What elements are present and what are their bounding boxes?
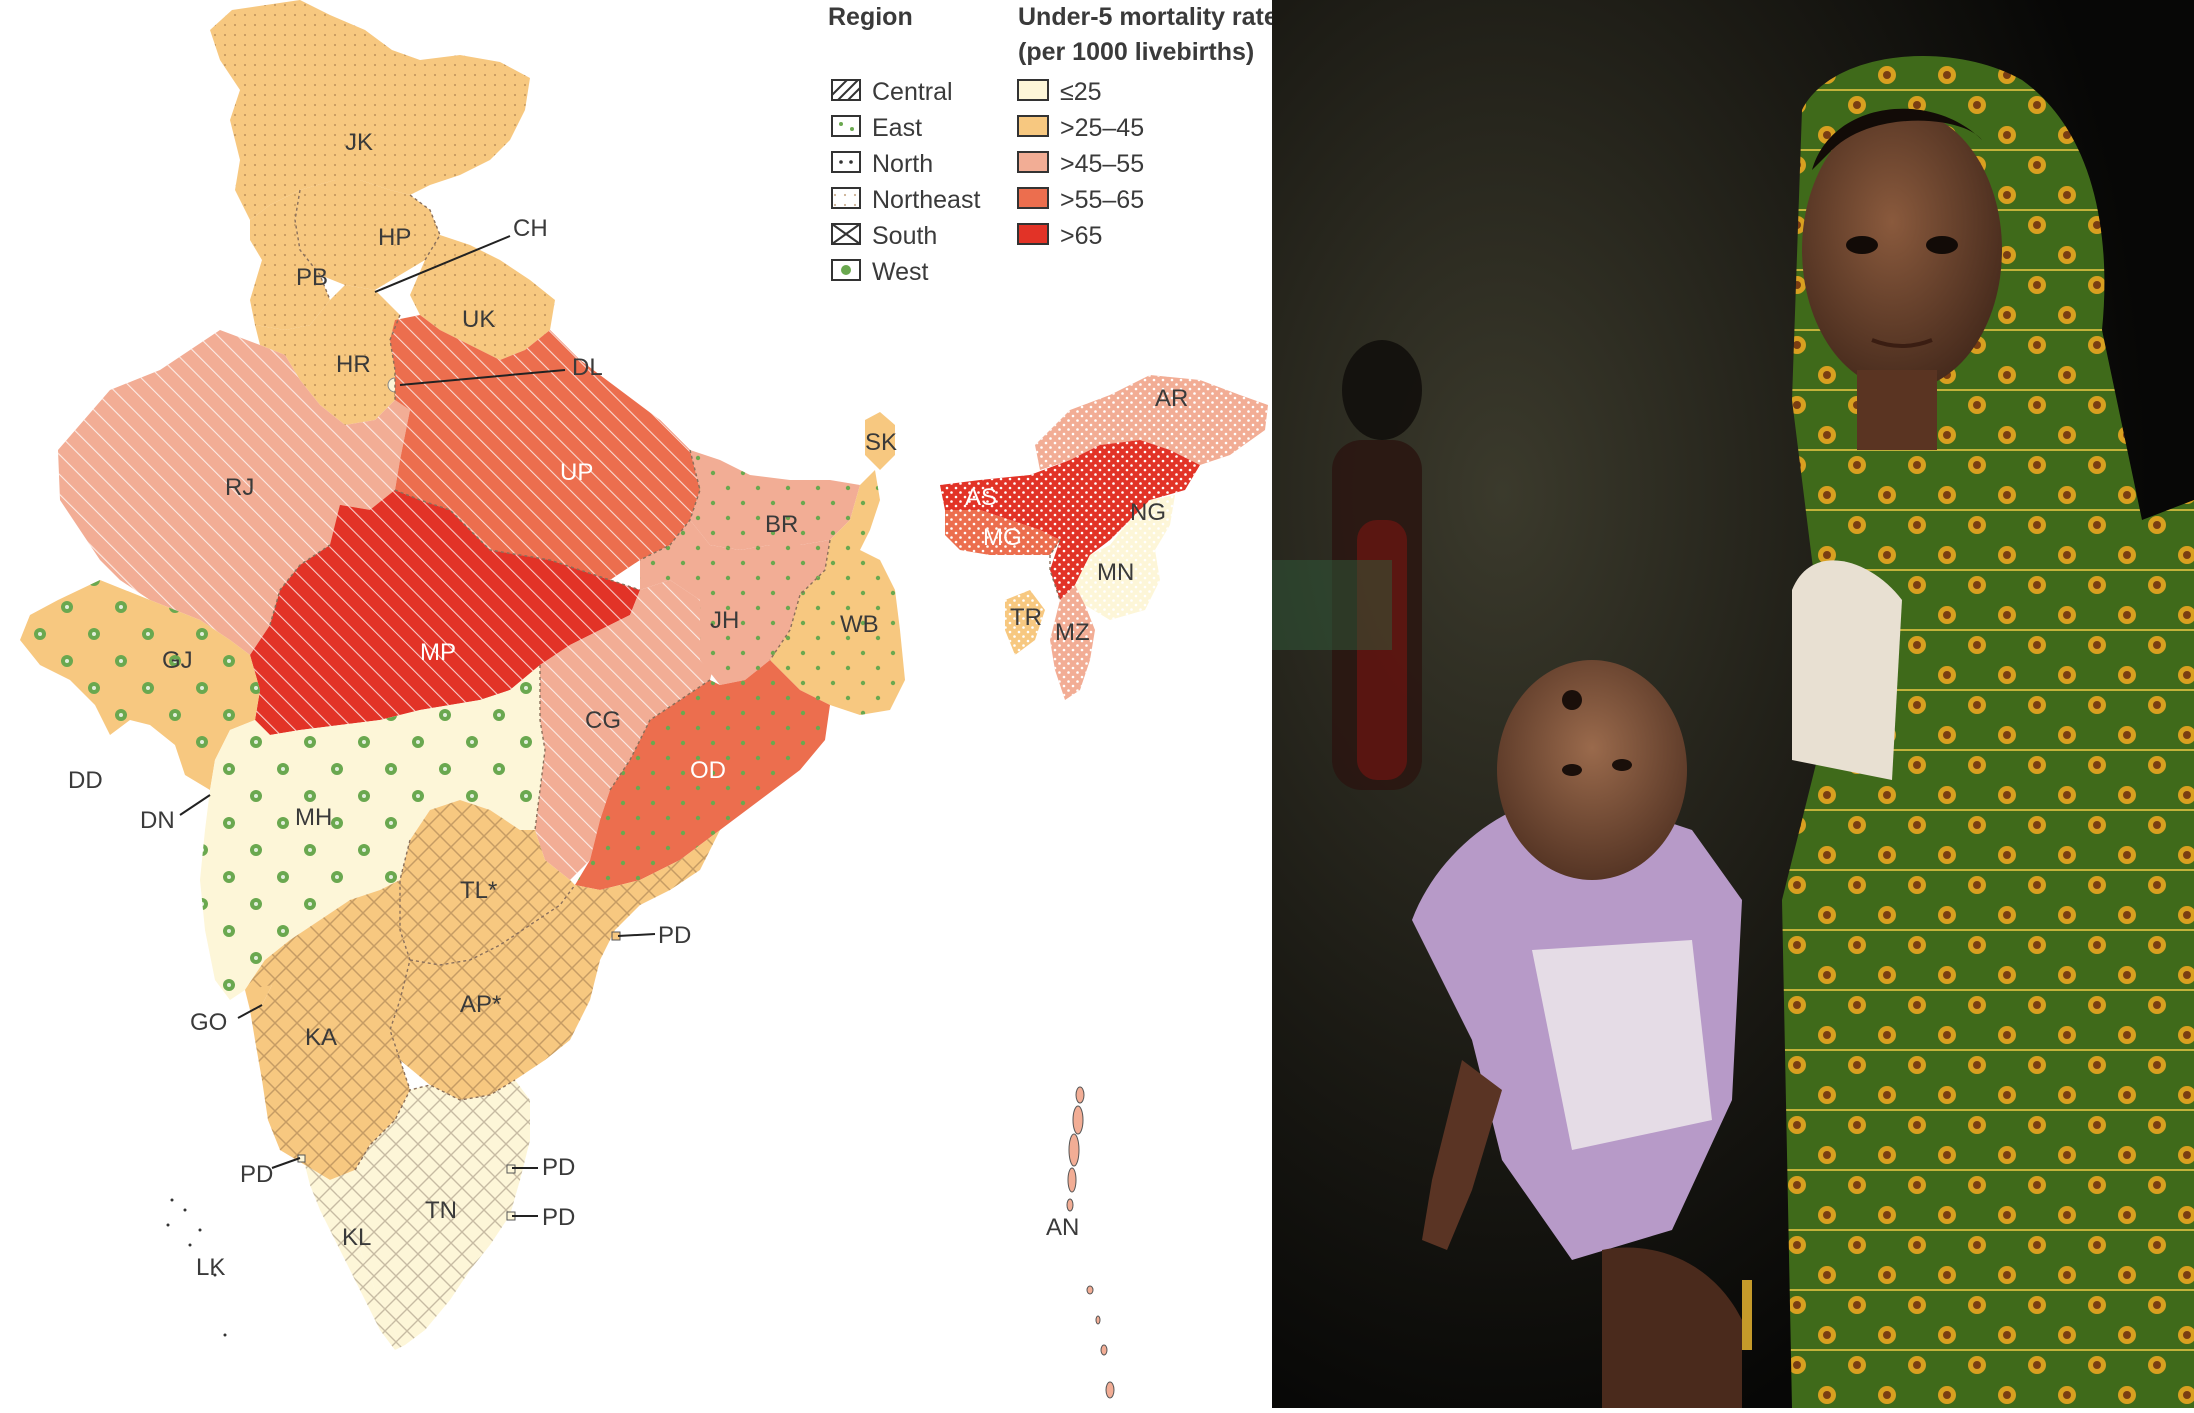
swatch-east — [831, 115, 861, 137]
label-wb: WB — [840, 611, 879, 638]
rate-bin-1: >25–45 — [1060, 114, 1144, 142]
leader-lines — [179, 235, 656, 1217]
swatch-rate-2 — [1017, 151, 1049, 173]
india-map-panel: JK HP PB CH UK HR DL RJ UP MP CG GJ DD D… — [20, 0, 1278, 1399]
region-legend: Region Central East North Northeast Sout… — [828, 3, 980, 286]
label-tn: TN — [425, 1197, 457, 1224]
label-cg: CG — [585, 707, 621, 734]
label-uk: UK — [462, 306, 495, 333]
label-mz: MZ — [1055, 619, 1090, 646]
rate-legend: Under-5 mortality rate (per 1000 livebir… — [1017, 3, 1278, 250]
rate-bin-2: >45–55 — [1060, 150, 1144, 178]
state-lk[interactable] — [166, 1198, 227, 1337]
label-hr: HR — [336, 351, 371, 378]
state-labels: JK HP PB CH UK HR DL RJ UP MP CG GJ DD D… — [68, 129, 1188, 1281]
label-pd-yanam: PD — [658, 922, 691, 949]
label-pb: PB — [296, 264, 328, 291]
label-br: BR — [765, 511, 798, 538]
label-pd-south: PD — [542, 1204, 575, 1231]
label-as: AS — [965, 484, 997, 511]
label-tl: TL* — [460, 877, 497, 904]
swatch-rate-0 — [1017, 79, 1049, 101]
region-northeast: Northeast — [872, 186, 980, 214]
state-an[interactable] — [1066, 1086, 1115, 1399]
label-mh: MH — [295, 804, 332, 831]
label-rj: RJ — [225, 474, 254, 501]
label-kl: KL — [342, 1224, 371, 1251]
state-sk[interactable] — [865, 412, 895, 470]
rate-bin-4: >65 — [1060, 222, 1102, 250]
region-east: East — [872, 114, 922, 142]
label-jh: JH — [710, 607, 739, 634]
label-ng: NG — [1130, 499, 1166, 526]
label-hp: HP — [378, 224, 411, 251]
label-pd-east: PD — [542, 1154, 575, 1181]
label-go: GO — [190, 1009, 227, 1036]
swatch-rate-1 — [1017, 115, 1049, 137]
label-od: OD — [690, 757, 726, 784]
mother-child-photo — [1272, 0, 2194, 1408]
swatch-north — [831, 151, 861, 173]
label-up: UP — [560, 459, 593, 486]
state-boundaries — [269, 189, 1061, 1171]
photo-illustration — [1272, 0, 2194, 1408]
label-sk: SK — [865, 429, 897, 456]
label-dl: DL — [572, 354, 603, 381]
label-tr: TR — [1010, 604, 1042, 631]
label-mp: MP — [420, 639, 456, 666]
label-ka: KA — [305, 1024, 337, 1051]
label-an: AN — [1046, 1214, 1079, 1241]
region-legend-title: Region — [828, 3, 913, 31]
region-central: Central — [872, 78, 953, 106]
label-dd: DD — [68, 767, 103, 794]
swatch-rate-4 — [1017, 223, 1049, 245]
label-ch: CH — [513, 215, 548, 242]
india-map: JK HP PB CH UK HR DL RJ UP MP CG GJ DD D… — [20, 0, 1278, 1399]
label-ap: AP* — [460, 991, 501, 1018]
swatch-rate-3 — [1017, 187, 1049, 209]
label-mn: MN — [1097, 559, 1134, 586]
label-ar: AR — [1155, 385, 1188, 412]
rate-bin-0: ≤25 — [1060, 78, 1102, 106]
region-south: South — [872, 222, 937, 250]
region-north: North — [872, 150, 933, 178]
rate-legend-title-1: Under-5 mortality rate — [1018, 3, 1272, 31]
region-west: West — [872, 258, 929, 286]
label-lk: LK — [196, 1254, 225, 1281]
rate-legend-title-2: (per 1000 livebirths) — [1018, 38, 1254, 66]
label-dn: DN — [140, 807, 175, 834]
label-mg: MG — [983, 524, 1022, 551]
label-gj: GJ — [162, 647, 193, 674]
rate-bin-3: >55–65 — [1060, 186, 1144, 214]
label-jk: JK — [345, 129, 373, 156]
label-pd-mahe: PD — [240, 1161, 273, 1188]
